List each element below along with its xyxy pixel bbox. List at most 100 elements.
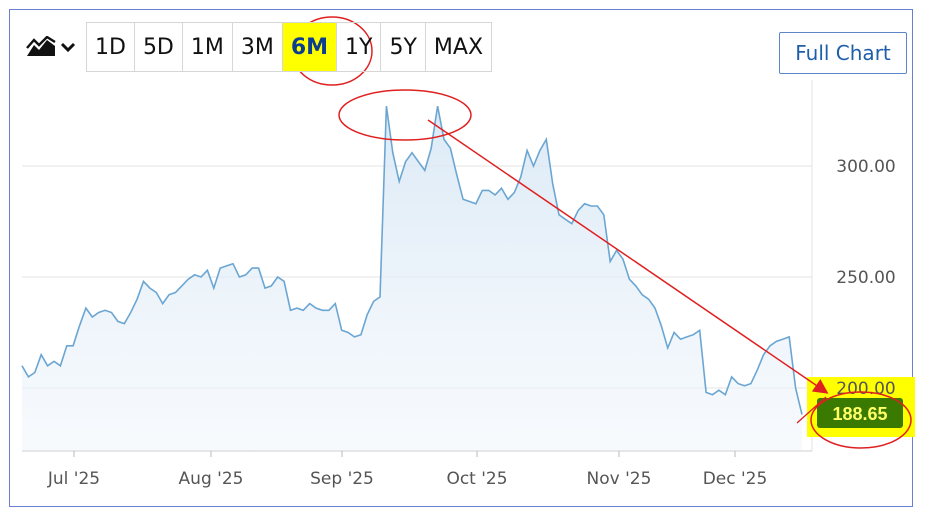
data-point: [264, 287, 266, 289]
data-point: [501, 187, 503, 189]
data-point: [686, 336, 688, 338]
x-axis: Jul '25 Aug '25 Sep '25 Oct '25 Nov '25 Dec '…: [47, 451, 767, 489]
data-point: [174, 292, 176, 294]
range-button-5y[interactable]: 5Y: [381, 23, 426, 71]
data-point: [712, 394, 714, 396]
data-point: [181, 285, 183, 287]
data-point: [385, 105, 387, 107]
data-point: [449, 147, 451, 149]
data-point: [411, 152, 413, 154]
data-point: [584, 203, 586, 205]
data-point: [309, 303, 311, 305]
last-price-badge: [817, 398, 903, 428]
data-point: [769, 345, 771, 347]
data-point: [392, 152, 394, 154]
range-button-1m[interactable]: 1M: [183, 23, 233, 71]
chart-type-dropdown[interactable]: [16, 22, 86, 72]
full-chart-button[interactable]: Full Chart: [779, 32, 907, 74]
data-point: [373, 300, 375, 302]
data-point: [85, 307, 87, 309]
data-point: [737, 383, 739, 385]
data-point: [334, 303, 336, 305]
data-point: [533, 165, 535, 167]
x-tick-label: Sep '25: [310, 469, 374, 489]
data-point: [430, 147, 432, 149]
data-point: [443, 138, 445, 140]
data-point: [21, 365, 23, 367]
chart-toolbar: 1D 5D 1M 3M 6M 1Y 5Y MAX: [16, 22, 493, 72]
data-point: [763, 354, 765, 356]
data-point: [206, 269, 208, 271]
data-point: [366, 314, 368, 316]
data-point: [494, 194, 496, 196]
data-point: [302, 309, 304, 311]
range-button-1y[interactable]: 1Y: [337, 23, 382, 71]
chevron-down-icon: [60, 42, 76, 53]
data-point: [628, 278, 630, 280]
data-point: [315, 307, 317, 309]
x-tick-label: Dec '25: [703, 469, 768, 489]
range-button-6m[interactable]: 6M: [282, 23, 338, 71]
data-point: [475, 203, 477, 205]
data-point: [104, 309, 106, 311]
data-point: [603, 214, 605, 216]
data-point: [801, 414, 803, 416]
range-button-1d[interactable]: 1D: [87, 23, 135, 71]
data-point: [398, 181, 400, 183]
data-point: [187, 278, 189, 280]
last-price-label: 188.65: [832, 404, 887, 424]
data-point: [699, 329, 701, 331]
range-button-3m[interactable]: 3M: [233, 23, 283, 71]
data-point: [194, 274, 196, 276]
peak-circle-annotation: [338, 89, 472, 141]
data-point: [750, 383, 752, 385]
data-point: [526, 150, 528, 152]
data-point: [424, 169, 426, 171]
data-point: [756, 369, 758, 371]
range-button-5d[interactable]: 5D: [135, 23, 183, 71]
data-point: [149, 287, 151, 289]
data-point: [609, 261, 611, 263]
data-point: [775, 340, 777, 342]
data-point: [456, 174, 458, 176]
data-point: [654, 307, 656, 309]
data-point: [648, 298, 650, 300]
data-point: [47, 365, 49, 367]
data-point: [251, 267, 253, 269]
data-point: [232, 263, 234, 265]
data-point: [238, 276, 240, 278]
data-point: [590, 205, 592, 207]
x-tick-label: Jul '25: [47, 469, 100, 489]
data-point: [782, 338, 784, 340]
data-point: [571, 223, 573, 225]
data-point: [168, 294, 170, 296]
data-point: [245, 274, 247, 276]
range-button-max[interactable]: MAX: [433, 34, 484, 60]
data-point: [270, 285, 272, 287]
data-point: [680, 338, 682, 340]
y-tick-label: 250.00: [836, 268, 895, 288]
data-point: [117, 320, 119, 322]
data-point: [545, 138, 547, 140]
data-point: [577, 209, 579, 211]
data-point: [66, 345, 68, 347]
data-point: [143, 280, 145, 282]
x-tick-label: Aug '25: [179, 469, 244, 489]
data-point: [660, 325, 662, 327]
data-point: [258, 267, 260, 269]
data-point: [226, 265, 228, 267]
price-line: [21, 105, 803, 415]
data-point: [692, 334, 694, 336]
data-point: [130, 312, 132, 314]
data-point: [718, 389, 720, 391]
price-circle-annotation: [810, 391, 912, 449]
data-point: [283, 280, 285, 282]
data-point: [155, 292, 157, 294]
data-point: [72, 345, 74, 347]
downtrend-arrow: [427, 119, 829, 394]
data-point: [558, 214, 560, 216]
data-point: [213, 287, 215, 289]
mountain-chart-icon: [26, 36, 56, 56]
data-point: [469, 201, 471, 203]
